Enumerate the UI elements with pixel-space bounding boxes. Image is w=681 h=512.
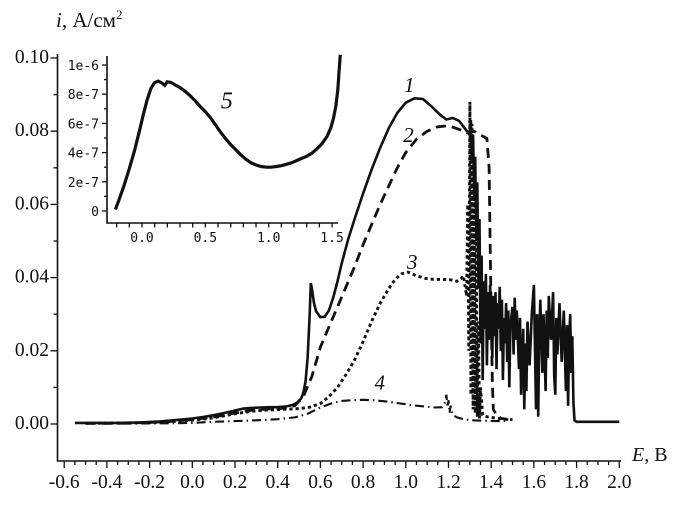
y-axis-title: i, А/см2	[56, 7, 122, 32]
main-y-tick-label: 0.00	[15, 413, 49, 434]
main-x-tick-label: 2.0	[607, 472, 631, 493]
curve-5-label: 5	[221, 89, 233, 115]
curve-2	[85, 124, 509, 425]
main-x-tick-label: 1.0	[394, 472, 418, 493]
main-y-tick-label: 0.06	[15, 193, 49, 214]
main-x-tick-label: -0.2	[134, 472, 165, 493]
main-axes	[56, 54, 621, 462]
inset-x-tick-label: 0.5	[194, 231, 217, 246]
main-x-tick-label: 1.8	[564, 472, 588, 493]
x-axis-title: E, В	[631, 444, 668, 466]
main-x-tick-label: 0.2	[223, 472, 247, 493]
main-x-tick-label: 0.0	[180, 472, 204, 493]
inset-y-tick-label: 1e-6	[68, 59, 99, 74]
main-y-tick-label: 0.02	[15, 340, 49, 361]
curve-5	[113, 54, 342, 211]
inset-y-tick-label: 4e-7	[68, 147, 99, 162]
main-y-tick-label: 0.04	[15, 267, 49, 288]
inset-y-tick-label: 6e-7	[68, 117, 99, 132]
curve-2-label: 2	[403, 123, 414, 147]
inset-plot: 0.0 0.5 1.0 1.5 0 2e-7 4e-7 6e-7 8e-7 1e-6 5	[68, 54, 344, 246]
inset-y-tick-label: 2e-7	[68, 176, 99, 191]
main-x-tick-label: 0.6	[308, 472, 333, 493]
curve-3	[85, 101, 513, 425]
inset-x-tick-label: 1.5	[320, 231, 343, 246]
main-y-tick-label: 0.08	[15, 120, 49, 141]
inset-y-tick-label: 0	[91, 205, 99, 220]
main-x-tick-label: -0.4	[91, 472, 122, 493]
inset-axes	[106, 56, 338, 224]
curve-1-label: 1	[404, 73, 415, 97]
main-x-tick-label: 0.4	[266, 472, 291, 493]
main-plot: -0.6 -0.4 -0.2 0.0 0.2 0.4 0.6 0.8 1.0 1.2 1.4 1.6 1…	[15, 47, 632, 493]
main-x-tick-label: -0.6	[49, 472, 80, 493]
inset-x-tick-label: 0.0	[130, 231, 153, 246]
inset-y-tick-label: 8e-7	[68, 88, 99, 103]
main-x-tick-label: 0.8	[351, 472, 375, 493]
main-x-tick-label: 1.6	[522, 472, 547, 493]
curve-3-label: 3	[406, 250, 418, 274]
main-x-tick-label: 1.2	[436, 472, 460, 493]
main-y-tick-label: 0.10	[15, 47, 49, 68]
main-x-tick-label: 1.4	[479, 472, 504, 493]
curve-4-label: 4	[375, 371, 386, 395]
curve-1	[74, 96, 620, 425]
curve-4	[85, 394, 509, 425]
inset-x-tick-label: 1.0	[257, 231, 280, 246]
